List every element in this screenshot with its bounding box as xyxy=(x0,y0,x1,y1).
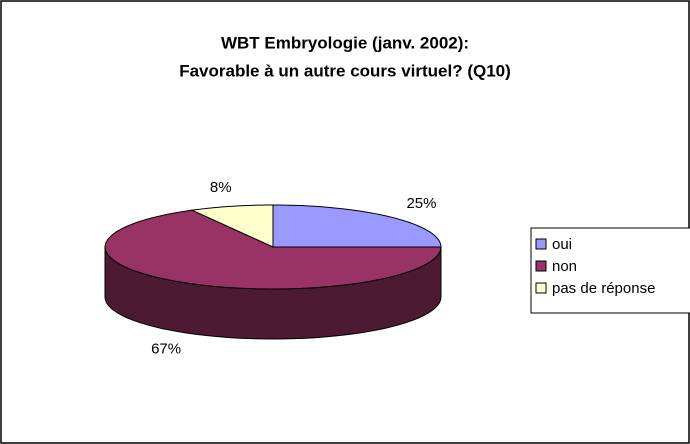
chart-title: Favorable à un autre cours virtuel? (Q10… xyxy=(179,61,511,80)
legend-swatch xyxy=(535,238,547,250)
legend-label: non xyxy=(552,258,577,275)
data-label: 8% xyxy=(210,179,232,196)
legend-label: pas de réponse xyxy=(552,280,655,297)
pie-slice xyxy=(272,204,442,248)
data-label: 67% xyxy=(151,340,181,357)
legend-swatch xyxy=(535,282,547,294)
legend-label: oui xyxy=(552,236,572,253)
data-label: 25% xyxy=(406,195,436,212)
chart-title: WBT Embryologie (janv. 2002): xyxy=(221,33,469,52)
legend-box xyxy=(530,227,690,314)
pie-slice xyxy=(104,209,442,290)
pie-slice xyxy=(190,204,274,248)
legend-swatch xyxy=(535,260,547,272)
